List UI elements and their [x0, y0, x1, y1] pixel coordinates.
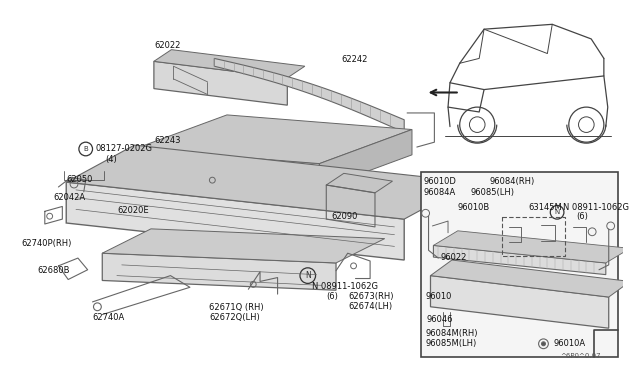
Text: (6): (6) — [326, 292, 338, 301]
Text: 96085M(LH): 96085M(LH) — [426, 339, 477, 348]
Polygon shape — [102, 253, 336, 290]
Polygon shape — [134, 149, 319, 189]
Text: 62242: 62242 — [341, 55, 367, 64]
Polygon shape — [154, 49, 305, 78]
Text: N: N — [554, 209, 560, 215]
Polygon shape — [433, 231, 630, 263]
FancyBboxPatch shape — [420, 172, 618, 357]
Text: 96022: 96022 — [440, 253, 467, 262]
Text: 96046: 96046 — [427, 315, 453, 324]
Text: 62673(RH): 62673(RH) — [349, 292, 394, 301]
Polygon shape — [433, 246, 606, 275]
Text: 96010D: 96010D — [424, 177, 456, 186]
Text: 62050: 62050 — [66, 175, 93, 184]
Circle shape — [541, 342, 545, 346]
Text: 96084A: 96084A — [424, 188, 456, 197]
Polygon shape — [134, 115, 412, 164]
Polygon shape — [326, 173, 392, 193]
Text: 96085(LH): 96085(LH) — [470, 188, 515, 197]
Polygon shape — [431, 276, 609, 328]
Text: 96084M(RH): 96084M(RH) — [426, 329, 478, 338]
Text: 62022: 62022 — [155, 41, 181, 50]
Text: N 08911-1062G: N 08911-1062G — [563, 203, 629, 212]
Text: N: N — [305, 271, 310, 280]
Text: (6): (6) — [577, 212, 588, 221]
Text: 62740A: 62740A — [93, 312, 125, 322]
Text: 62020E: 62020E — [117, 206, 148, 215]
Polygon shape — [66, 182, 404, 260]
Text: 62671Q (RH): 62671Q (RH) — [209, 303, 264, 312]
Text: 96010B: 96010B — [458, 203, 490, 212]
Text: 96010: 96010 — [426, 292, 452, 301]
Text: 62740P(RH): 62740P(RH) — [21, 238, 72, 248]
Text: 96084(RH): 96084(RH) — [490, 177, 535, 186]
Text: 08127-0202G: 08127-0202G — [95, 144, 152, 153]
Text: B: B — [83, 146, 88, 152]
Text: 63145M: 63145M — [528, 203, 562, 212]
Text: 96010A: 96010A — [553, 339, 586, 348]
Text: 62674(LH): 62674(LH) — [349, 302, 393, 311]
Text: 62042A: 62042A — [54, 193, 86, 202]
Text: 62090: 62090 — [331, 212, 358, 221]
Text: 62243: 62243 — [154, 136, 180, 145]
Text: 62680B: 62680B — [37, 266, 70, 275]
Text: N 08911-1062G: N 08911-1062G — [312, 282, 378, 291]
Polygon shape — [431, 260, 630, 297]
Polygon shape — [66, 145, 472, 219]
Polygon shape — [102, 229, 385, 263]
Polygon shape — [154, 61, 287, 105]
Text: (4): (4) — [105, 155, 117, 164]
Text: ^6P0^0.07: ^6P0^0.07 — [560, 353, 601, 359]
Text: 62672Q(LH): 62672Q(LH) — [209, 312, 260, 322]
Polygon shape — [214, 58, 404, 132]
Polygon shape — [319, 129, 412, 189]
